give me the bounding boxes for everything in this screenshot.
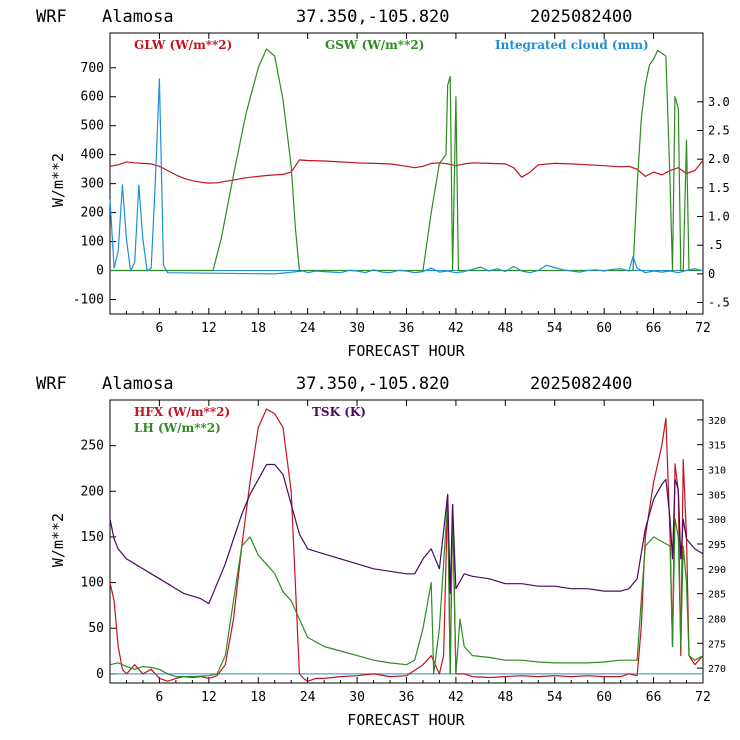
top-y-tick-label: 400 (81, 148, 104, 163)
bottom-y2-tick-label: 320 (708, 416, 726, 427)
bottom-x-tick-label: 6 (156, 690, 164, 705)
top-y2-tick-label: 1.5 (708, 181, 730, 195)
bottom-series-tsk-line (109, 463, 704, 605)
top-y-tick-label: 200 (81, 206, 104, 221)
top-legend-glw: GLW (W/m**2) (134, 38, 232, 52)
bottom-y2-tick-label: 315 (708, 441, 726, 452)
top-series-glw-line (109, 159, 704, 184)
bottom-y2-tick-label: 290 (708, 565, 726, 576)
bottom-y2-tick-label: 305 (708, 490, 726, 501)
top-y2-tick-label: 2.0 (708, 152, 730, 166)
top-x-tick-label: 36 (399, 321, 415, 336)
top-y-tick-label: -100 (73, 293, 104, 308)
top-y2-tick-label: 2.5 (708, 123, 730, 137)
bottom-y2-tick-label: 285 (708, 590, 726, 601)
top-y-tick-label: 300 (81, 177, 104, 192)
bottom-y-tick-label: 150 (81, 530, 104, 545)
bottom-y2-tick-label: 295 (708, 540, 726, 551)
bottom-legend-tsk: TSK (K) (312, 405, 366, 419)
bottom-header-model: WRF (36, 374, 67, 394)
top-x-tick-label: 24 (300, 321, 316, 336)
bottom-x-tick-label: 66 (646, 690, 662, 705)
top-x-tick-label: 6 (156, 321, 164, 336)
top-series-integrated-line (109, 78, 704, 275)
bottom-y2-tick-label: 275 (708, 639, 726, 650)
top-x-tick-label: 42 (448, 321, 464, 336)
bottom-header-init: 2025082400 (530, 374, 632, 394)
bottom-panel: WRF Alamosa 37.350,-105.820 2025082400 6… (36, 374, 726, 729)
top-y2-tick-label: -.5 (708, 296, 730, 310)
top-y-tick-label: 500 (81, 119, 104, 134)
bottom-y-tick-label: 50 (88, 621, 104, 636)
bottom-y-tick-label: 250 (81, 439, 104, 454)
bottom-axes: 6 12 18 24 30 36 42 48 54 60 66 72 0 50 100 150 200 250 27… (81, 400, 726, 705)
bottom-x-tick-label: 30 (349, 690, 365, 705)
bottom-series-group (109, 408, 704, 682)
top-y-tick-label: 0 (96, 264, 104, 279)
top-x-tick-label: 12 (201, 321, 217, 336)
top-x-axis-label: FORECAST HOUR (347, 342, 465, 360)
top-x-tick-label: 48 (498, 321, 514, 336)
top-x-tick-label: 54 (547, 321, 563, 336)
top-axes: 6 12 18 24 30 36 42 48 54 60 66 72 -100 0 100 200 300 400… (73, 33, 730, 336)
bottom-header-coords: 37.350,-105.820 (296, 374, 450, 394)
bottom-y2-tick-label: 270 (708, 664, 726, 675)
top-y-tick-label: 600 (81, 90, 104, 105)
top-y2-tick-label: 0 (708, 267, 715, 281)
bottom-plot-frame (109, 399, 704, 684)
bottom-header-station: Alamosa (102, 374, 174, 394)
bottom-series-lh-line (109, 499, 704, 678)
top-legend-gsw: GSW (W/m**2) (325, 38, 424, 52)
bottom-legend-lh: LH (W/m**2) (134, 421, 221, 435)
bottom-x-tick-label: 48 (498, 690, 514, 705)
bottom-series-hfx-line (109, 408, 704, 682)
top-x-tick-label: 18 (250, 321, 266, 336)
top-legend-cloud: Integrated cloud (mm) (495, 38, 649, 52)
bottom-x-tick-label: 18 (250, 690, 266, 705)
bottom-y-tick-label: 0 (96, 667, 104, 682)
top-header-station: Alamosa (102, 7, 174, 27)
top-header-model: WRF (36, 7, 67, 27)
bottom-y2-tick-label: 300 (708, 515, 726, 526)
top-series-gsw-line (110, 48, 703, 272)
top-series-group (109, 48, 704, 275)
top-x-tick-label: 72 (695, 321, 711, 336)
bottom-y2-tick-label: 280 (708, 614, 726, 625)
top-y2-tick-label: 3.0 (708, 95, 730, 109)
bottom-x-tick-label: 54 (547, 690, 563, 705)
top-x-tick-label: 60 (596, 321, 612, 336)
bottom-x-tick-label: 42 (448, 690, 464, 705)
top-y-tick-label: 700 (81, 61, 104, 76)
top-x-tick-label: 30 (349, 321, 365, 336)
top-panel: WRF Alamosa 37.350,-105.820 2025082400 6… (36, 7, 730, 360)
top-y-axis-label: W/m**2 (49, 153, 67, 207)
bottom-x-axis-label: FORECAST HOUR (347, 711, 465, 729)
bottom-y-tick-label: 200 (81, 484, 104, 499)
bottom-legend-hfx: HFX (W/m**2) (134, 405, 230, 419)
top-header-init: 2025082400 (530, 7, 632, 27)
top-y2-tick-label: .5 (708, 238, 722, 252)
top-x-tick-label: 66 (646, 321, 662, 336)
bottom-y-axis-label: W/m**2 (49, 513, 67, 567)
top-plot-frame (109, 32, 704, 315)
bottom-y2-tick-label: 310 (708, 466, 726, 477)
bottom-x-tick-label: 60 (596, 690, 612, 705)
bottom-x-tick-label: 12 (201, 690, 217, 705)
bottom-x-tick-label: 24 (300, 690, 316, 705)
bottom-x-tick-label: 36 (399, 690, 415, 705)
top-y-tick-label: 100 (81, 235, 104, 250)
bottom-x-tick-label: 72 (695, 690, 711, 705)
top-y2-tick-label: 1.0 (708, 210, 730, 224)
bottom-y-tick-label: 100 (81, 576, 104, 591)
top-header-coords: 37.350,-105.820 (296, 7, 450, 27)
